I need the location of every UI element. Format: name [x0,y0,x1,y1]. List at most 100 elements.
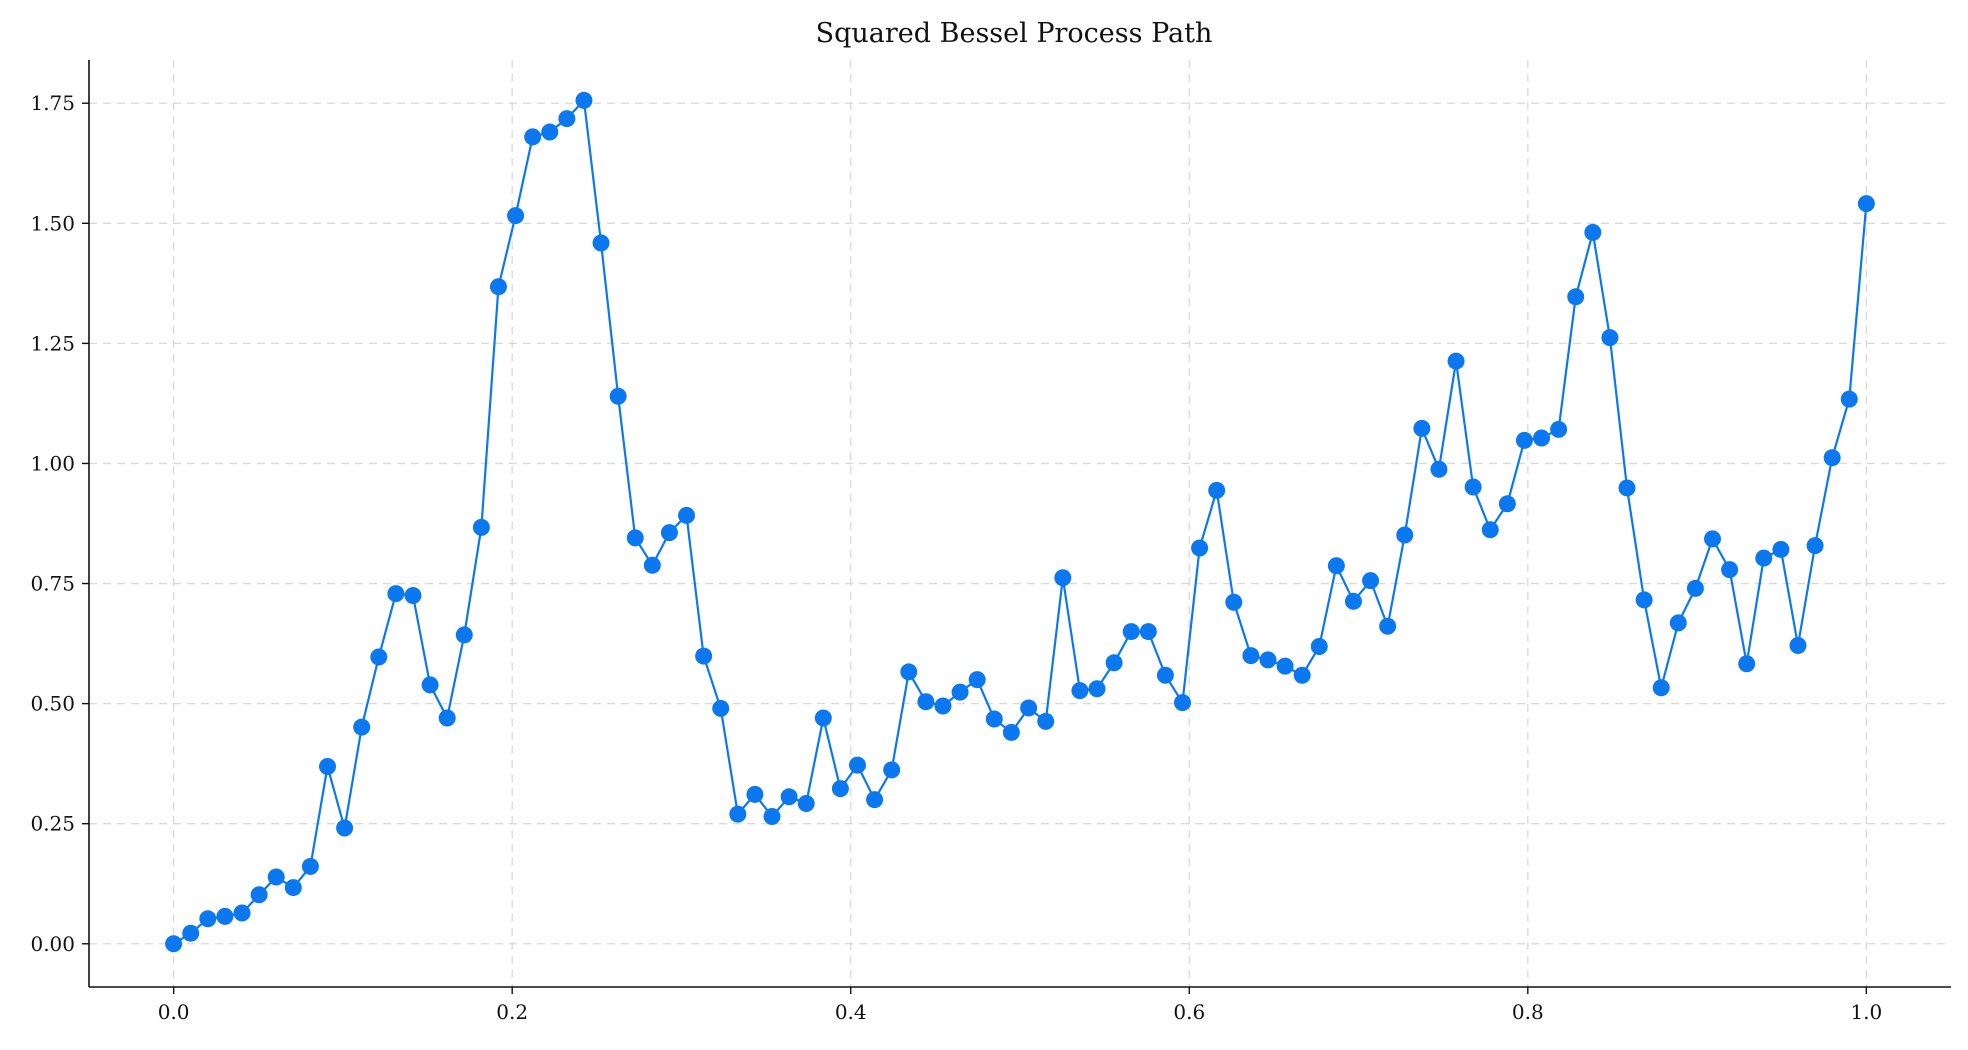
data-point [1464,478,1482,496]
data-point [1857,195,1875,213]
data-point [1481,521,1499,539]
data-point [1823,449,1841,467]
data-point [712,699,730,717]
series-line [173,99,1868,945]
y-tick-label: 1.75 [30,91,75,115]
data-point [507,207,525,225]
data-point [763,807,781,825]
data-point [729,805,747,823]
data-point [866,791,884,809]
data-point [643,556,661,574]
data-point [1772,540,1790,558]
data-point [883,761,901,779]
data-point [1242,647,1260,665]
data-point [1174,694,1192,712]
data-point [1618,479,1636,497]
data-point [1703,530,1721,548]
data-point [1840,390,1858,408]
data-point [1344,592,1362,610]
data-point [438,709,456,727]
data-point [301,857,319,875]
data-point [1498,495,1516,513]
data-point [455,626,473,644]
data-point [199,910,217,928]
data-point [165,935,183,953]
data-point [1105,654,1123,672]
data-point [660,524,678,542]
data-point [1738,655,1756,673]
data-point [1379,617,1397,635]
data-point [1686,579,1704,597]
data-point [1327,557,1345,575]
data-point [968,671,986,689]
x-tick-label: 0.4 [835,1000,867,1024]
data-point [1652,679,1670,697]
data-point [1259,651,1277,669]
tick-labels: 0.0 0.2 0.4 0.6 0.8 1.0 0.00 0.25 0.50 0.75 1.00 1.… [30,91,1882,1024]
y-tick-label: 1.25 [30,331,75,355]
data-point [1584,223,1602,241]
data-point [900,663,918,681]
data-point [592,234,610,252]
data-point [421,676,439,694]
data-point [336,819,354,837]
data-point [1156,666,1174,684]
data-point [814,709,832,727]
data-point [934,697,952,715]
data-point [1037,712,1055,730]
data-point [1293,666,1311,684]
data-point [1191,539,1209,557]
data-point [1396,526,1414,544]
data-point [1020,699,1038,717]
x-tick-label: 0.2 [496,1000,528,1024]
data-point [746,785,764,803]
data-point [797,795,815,813]
data-point [575,91,593,109]
grid-lines [89,60,1951,987]
data-point [233,904,251,922]
x-tick-label: 0.0 [158,1000,190,1024]
data-point [1208,481,1226,499]
data-point [1721,561,1739,579]
y-tick-label: 1.00 [30,451,75,475]
data-point [1054,569,1072,587]
data-point [678,506,696,524]
data-point [1567,288,1585,306]
data-point [250,886,268,904]
data-point [1276,657,1294,675]
data-point [1362,572,1380,590]
data-point [1755,549,1773,567]
x-tick-label: 0.6 [1173,1000,1205,1024]
data-point [1447,352,1465,370]
data-point [404,587,422,605]
x-tick-label: 1.0 [1850,1000,1882,1024]
data-point [489,278,507,296]
data-point [284,879,302,897]
data-point [1122,623,1140,641]
data-point [1430,460,1448,478]
data-point [1533,429,1551,447]
data-point [387,585,405,603]
axes [88,60,1951,988]
data-point [917,693,935,711]
data-point [1601,329,1619,347]
data-point [541,123,559,141]
data-point [609,387,627,405]
data-point [353,718,371,736]
data-point [1635,591,1653,609]
data-point [1789,636,1807,654]
data-point [831,780,849,798]
y-tick-label: 1.50 [30,211,75,235]
data-point [1071,682,1089,700]
data-point [182,924,200,942]
data-point [848,756,866,774]
data-point [216,907,234,925]
data-point [951,683,969,701]
data-point [1515,431,1533,449]
data-point [370,648,388,666]
data-point [472,518,490,536]
data-point [558,110,576,128]
y-tick-label: 0.50 [30,692,75,716]
data-point [1806,537,1824,555]
